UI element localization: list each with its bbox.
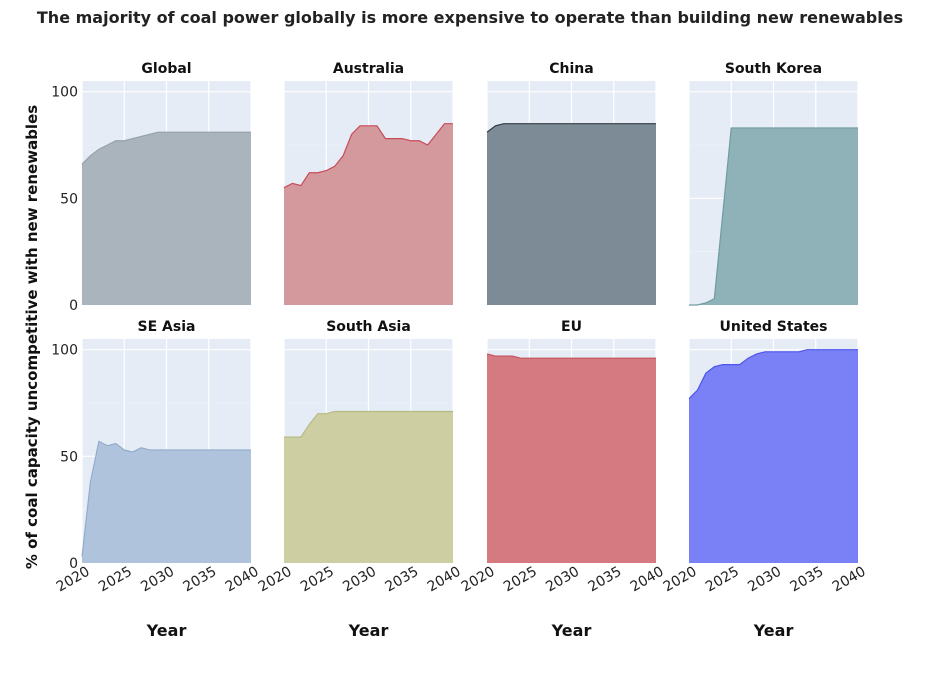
x-tick-label: 2035 — [788, 564, 827, 596]
x-tick-label: 2040 — [830, 564, 869, 596]
x-axis-label: Year — [146, 621, 187, 640]
area-eu — [487, 353, 656, 563]
area-china — [487, 123, 656, 306]
area-australia — [284, 123, 453, 306]
x-tick-label: 2030 — [745, 564, 784, 596]
x-tick-label: 2040 — [223, 564, 262, 596]
y-tick-label: 0 — [69, 556, 78, 572]
panel-eu: EU 2020 2025 2030 2035 2040 Year — [459, 319, 667, 640]
line-global — [81, 131, 251, 165]
panel-title: SE Asia — [138, 319, 196, 335]
line-united-states — [688, 349, 858, 400]
x-tick-label: 2030 — [340, 564, 379, 596]
x-tick-label: 2040 — [425, 564, 464, 596]
line-south-korea — [689, 127, 858, 306]
panels-layer: Global 0 50 100 Australia China South Korea SE … — [51, 61, 868, 640]
x-tick-label: 2035 — [586, 564, 625, 596]
x-tick-label: 2040 — [628, 564, 667, 596]
x-tick-label: 2025 — [703, 564, 742, 596]
panel-title: South Asia — [326, 319, 411, 335]
y-tick-label: 0 — [69, 298, 78, 314]
x-tick-label: 2030 — [543, 564, 582, 596]
x-axis-label: Year — [348, 621, 389, 640]
panel-title: Australia — [333, 61, 404, 77]
line-australia — [283, 123, 453, 189]
panel-title: Global — [141, 61, 191, 77]
x-tick-label: 2020 — [256, 564, 295, 596]
panel-china: China — [486, 61, 657, 306]
x-tick-label: 2020 — [661, 564, 700, 596]
x-tick-label: 2035 — [383, 564, 422, 596]
line-china — [486, 123, 656, 133]
x-tick-label: 2030 — [138, 564, 177, 596]
area-united-states — [689, 349, 858, 563]
y-tick-label: 50 — [60, 191, 78, 207]
panel-title: China — [549, 61, 593, 77]
panel-title: United States — [720, 319, 828, 335]
line-eu — [486, 353, 656, 359]
y-tick-label: 100 — [51, 343, 78, 359]
line-south-asia — [284, 410, 453, 438]
x-tick-label: 2035 — [181, 564, 220, 596]
y-axis-label: % of coal capacity uncompetitive with ne… — [23, 105, 41, 569]
panel-united-states: United States 2020 2025 2030 2035 2040 Year — [661, 319, 869, 640]
x-tick-label: 2020 — [459, 564, 498, 596]
x-tick-label: 2025 — [298, 564, 337, 596]
panel-global: Global 0 50 100 — [51, 61, 252, 314]
line-se-asia — [81, 440, 251, 557]
panel-title: EU — [561, 319, 582, 335]
y-tick-label: 50 — [60, 449, 78, 465]
area-south-asia — [284, 411, 453, 563]
area-se-asia — [82, 441, 251, 563]
x-tick-label: 2025 — [96, 564, 135, 596]
panel-south-asia: South Asia 2020 2025 2030 2035 2040 Year — [256, 319, 464, 640]
panel-south-korea: South Korea — [688, 61, 859, 306]
y-tick-label: 100 — [51, 85, 78, 101]
x-axis-label: Year — [753, 621, 794, 640]
x-tick-label: 2025 — [501, 564, 540, 596]
panel-title: South Korea — [725, 61, 822, 77]
area-global — [82, 132, 251, 305]
x-axis-label: Year — [551, 621, 592, 640]
area-south-korea — [689, 127, 858, 305]
panel-australia: Australia — [283, 61, 454, 306]
chart-title: The majority of coal power globally is m… — [37, 8, 903, 27]
